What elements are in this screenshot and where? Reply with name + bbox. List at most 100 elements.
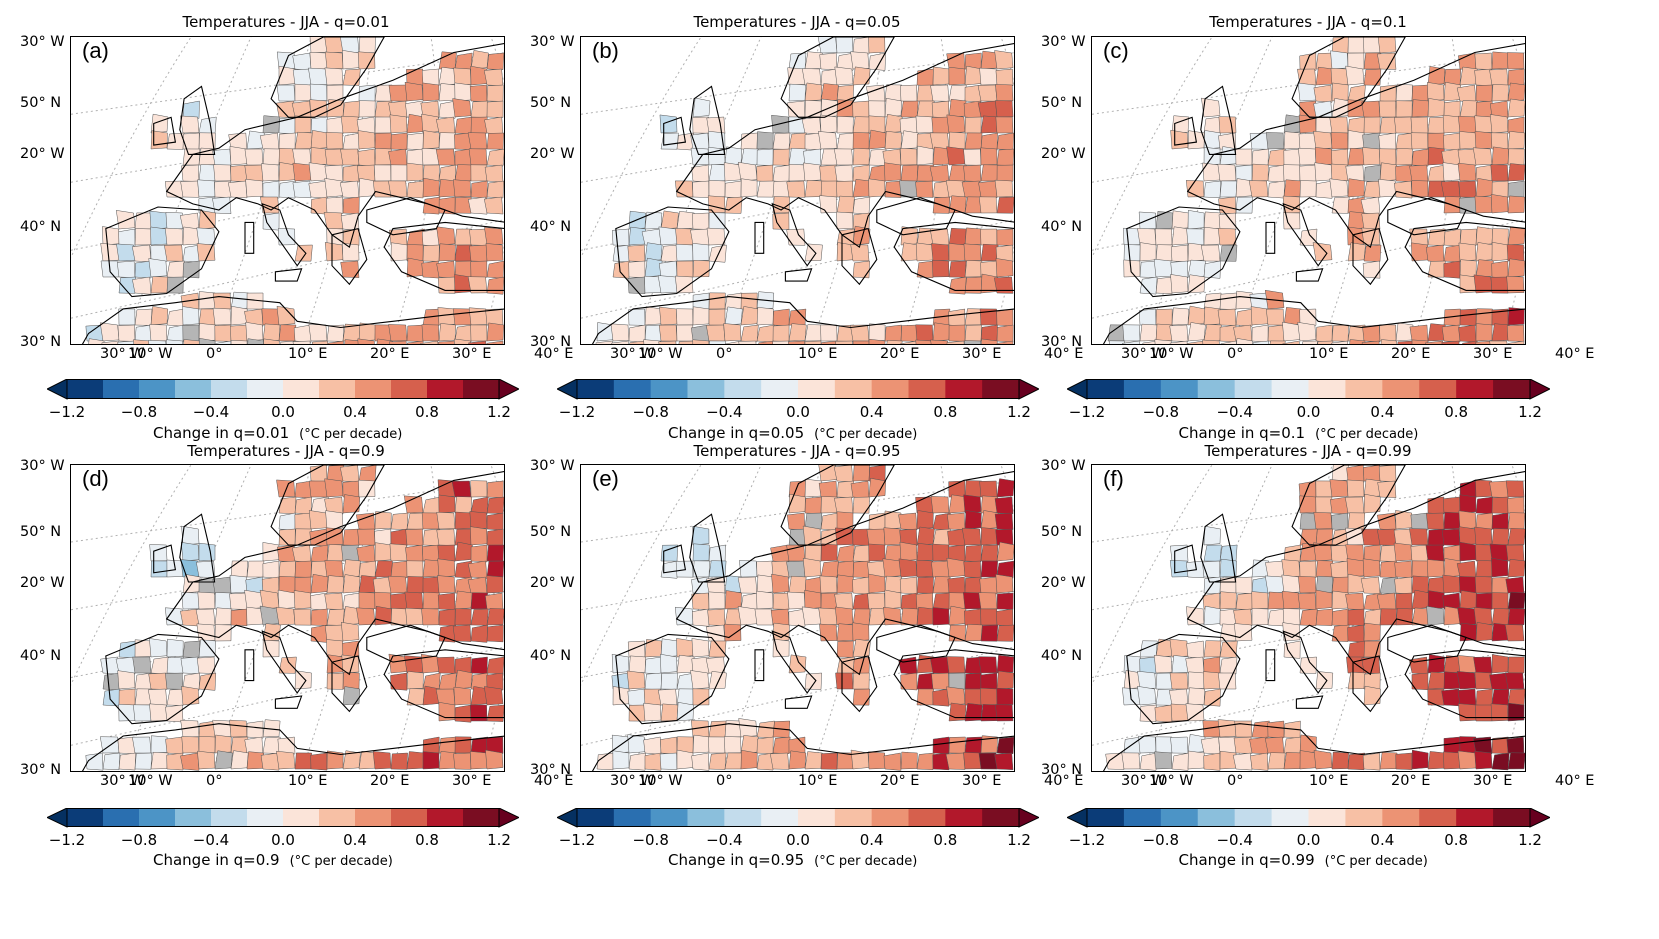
lat-label: 40° N (530, 648, 572, 664)
lon-label: 0° (1227, 773, 1244, 789)
colorbar-tick: −1.2 (558, 403, 596, 421)
colorbar-tick: −1.2 (48, 403, 86, 421)
panel-title: Temperatures - JJA - q=0.95 (693, 442, 901, 460)
panel-letter: (b) (592, 38, 619, 63)
lon-label: 30° E (452, 773, 492, 789)
colorbar-unit: (°C per decade) (289, 854, 393, 869)
colorbar-tick: −0.8 (1142, 831, 1180, 849)
lon-label: 20° E (1391, 773, 1431, 789)
panel-letter: (f) (1103, 466, 1124, 491)
panel-letter: (d) (82, 466, 109, 491)
lon-label: 20° E (880, 773, 920, 789)
colorbar-tick: 0.4 (1370, 403, 1395, 421)
lon-label: 30° W (100, 346, 145, 362)
colorbar-label: Change in q=0.9 (°C per decade) (153, 851, 393, 869)
colorbar-tick: 0.8 (1444, 403, 1469, 421)
lat-label: 30° N (20, 334, 62, 350)
colorbar-label: Change in q=0.99 (°C per decade) (1179, 851, 1428, 869)
colorbar-label: Change in q=0.01 (°C per decade) (153, 424, 402, 442)
colorbar (555, 807, 1041, 833)
lat-label: 40° N (20, 219, 62, 235)
colorbar-tick: −1.2 (1068, 831, 1106, 849)
colorbar-tick: 1.2 (487, 403, 511, 421)
lon-label: 10° W (128, 346, 173, 362)
lat-label: 20° W (20, 575, 65, 591)
panel-title: Temperatures - JJA - q=0.9 (187, 442, 385, 460)
colorbar-tick: 0.0 (786, 831, 810, 849)
lon-label: 0° (716, 773, 733, 789)
lat-label: 50° N (530, 95, 572, 111)
panel-letter: (a) (82, 38, 109, 63)
lon-label: 10° E (798, 346, 838, 362)
lat-label: 30° N (1041, 762, 1083, 778)
lat-label: 40° N (530, 219, 572, 235)
lat-label: 50° N (530, 524, 572, 540)
map-area (1091, 36, 1526, 345)
lon-label: 20° E (880, 346, 920, 362)
lat-label: 40° N (1041, 648, 1083, 664)
lat-label: 30° W (20, 458, 65, 474)
colorbar-label: Change in q=0.95 (°C per decade) (668, 851, 917, 869)
colorbar-tick: −1.2 (558, 831, 596, 849)
colorbar-unit: (°C per decade) (814, 427, 918, 442)
colorbar-tick: −1.2 (1068, 403, 1106, 421)
lon-label: 30° W (1121, 773, 1166, 789)
lon-label: 40° E (534, 346, 574, 362)
colorbar-tick: −1.2 (48, 831, 86, 849)
lon-label: 40° E (1555, 773, 1595, 789)
lon-label: 10° E (1309, 773, 1349, 789)
lat-label: 30° W (20, 34, 65, 50)
lon-label: 30° W (100, 773, 145, 789)
colorbar-label-text: Change in q=0.95 (668, 851, 805, 869)
colorbar-tick: 0.4 (1370, 831, 1395, 849)
colorbar (45, 378, 521, 405)
colorbar-tick: 1.2 (1007, 403, 1031, 421)
lat-label: 30° W (530, 34, 575, 50)
lon-label: 10° W (1149, 346, 1194, 362)
lat-label: 50° N (1041, 95, 1083, 111)
colorbar-tick: 0.4 (859, 403, 884, 421)
colorbar-tick: 1.2 (1518, 403, 1542, 421)
lon-label: 10° E (288, 773, 328, 789)
panel-title: Temperatures - JJA - q=0.1 (1209, 13, 1407, 31)
colorbar-tick: 0.4 (343, 831, 367, 849)
lon-label: 10° W (1149, 773, 1194, 789)
lat-label: 20° W (1041, 146, 1086, 162)
lat-label: 20° W (20, 146, 65, 162)
map-area (70, 464, 505, 772)
map-area (580, 36, 1015, 345)
lat-label: 30° W (1041, 34, 1086, 50)
colorbar-label-text: Change in q=0.9 (153, 851, 280, 869)
lat-label: 40° N (1041, 219, 1083, 235)
colorbar (555, 378, 1041, 405)
lon-label: 10° E (288, 346, 328, 362)
lon-label: 40° E (1044, 346, 1084, 362)
lat-label: 50° N (20, 95, 62, 111)
lat-label: 30° W (1041, 458, 1086, 474)
lon-label: 20° E (370, 773, 410, 789)
colorbar-tick: −0.4 (192, 403, 230, 421)
lon-label: 30° E (1473, 346, 1513, 362)
panel-letter: (c) (1103, 38, 1129, 63)
lon-label: 10° E (1309, 346, 1349, 362)
lon-label: 30° E (962, 346, 1002, 362)
colorbar-tick: −0.8 (120, 403, 158, 421)
lon-label: 10° W (638, 773, 683, 789)
lat-label: 30° N (530, 762, 572, 778)
colorbar-tick: 1.2 (1518, 831, 1542, 849)
lat-label: 20° W (530, 575, 575, 591)
colorbar-tick: 0.0 (271, 403, 295, 421)
colorbar-tick: −0.4 (706, 403, 743, 421)
lon-label: 10° W (128, 773, 173, 789)
map-area (70, 36, 505, 345)
panel-title: Temperatures - JJA - q=0.05 (693, 13, 901, 31)
lon-label: 10° E (798, 773, 838, 789)
lon-label: 30° W (610, 773, 655, 789)
colorbar-tick: 0.4 (343, 403, 367, 421)
lat-label: 50° N (20, 524, 62, 540)
colorbar-label: Change in q=0.1 (°C per decade) (1179, 424, 1419, 442)
lat-label: 20° W (1041, 575, 1086, 591)
colorbar-tick: 0.8 (415, 403, 439, 421)
map-area (1091, 464, 1526, 772)
colorbar-tick: 0.0 (1296, 403, 1321, 421)
